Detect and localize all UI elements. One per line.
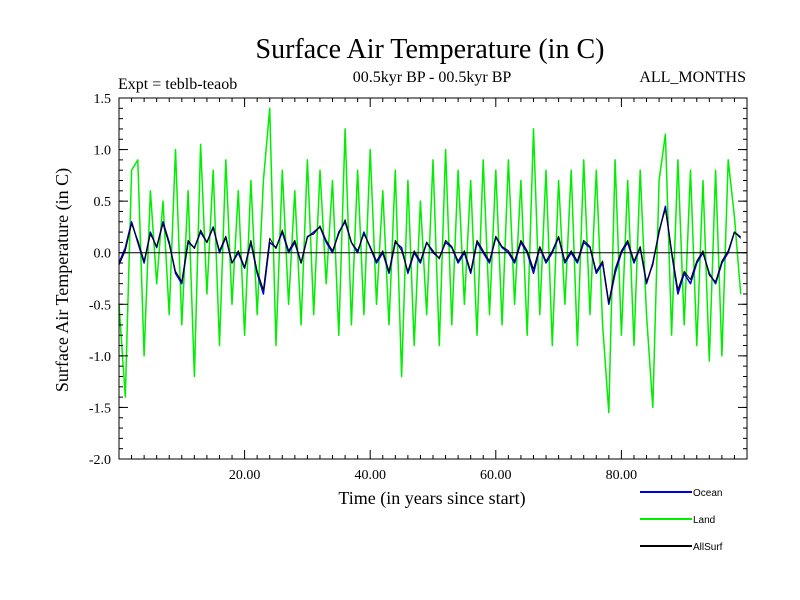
y-tick-label: 0.5 — [94, 195, 112, 210]
months-label: ALL_MONTHS — [639, 69, 746, 86]
period-label: 00.5kyr BP - 00.5kyr BP — [353, 69, 512, 86]
legend: Ocean Land AllSurf — [640, 488, 723, 553]
x-tick-label: 40.00 — [354, 468, 386, 483]
x-tick-label: 80.00 — [606, 468, 638, 483]
y-axis: 1.5 1.0 0.5 0.0 -0.5 -1.0 -1.5 -2.0 — [89, 92, 747, 468]
y-tick-label: -2.0 — [89, 453, 111, 468]
x-tick-label: 60.00 — [480, 468, 512, 483]
y-tick-label: 1.5 — [94, 92, 112, 107]
y-tick-label: 0.0 — [94, 247, 112, 262]
legend-label-ocean: Ocean — [693, 488, 722, 499]
y-tick-label: -1.0 — [89, 350, 111, 365]
legend-label-allsurf: AllSurf — [693, 542, 723, 553]
legend-label-land: Land — [693, 515, 715, 526]
plot-area — [118, 107, 747, 414]
series-line-ocean — [118, 205, 742, 306]
chart-title: Surface Air Temperature (in C) — [256, 34, 605, 65]
y-tick-label: -1.5 — [89, 401, 111, 416]
y-tick-label: -0.5 — [89, 298, 111, 313]
expt-label: Expt = teblb-teaob — [118, 76, 237, 93]
y-tick-label: 1.0 — [94, 144, 112, 159]
y-axis-label: Surface Air Temperature (in C) — [52, 168, 73, 392]
x-axis: 20.00 40.00 60.00 80.00 — [131, 98, 735, 483]
x-axis-label: Time (in years since start) — [338, 488, 525, 509]
x-tick-label: 20.00 — [229, 468, 261, 483]
series-line-land — [118, 107, 742, 414]
series-line-allsurf — [118, 208, 742, 303]
